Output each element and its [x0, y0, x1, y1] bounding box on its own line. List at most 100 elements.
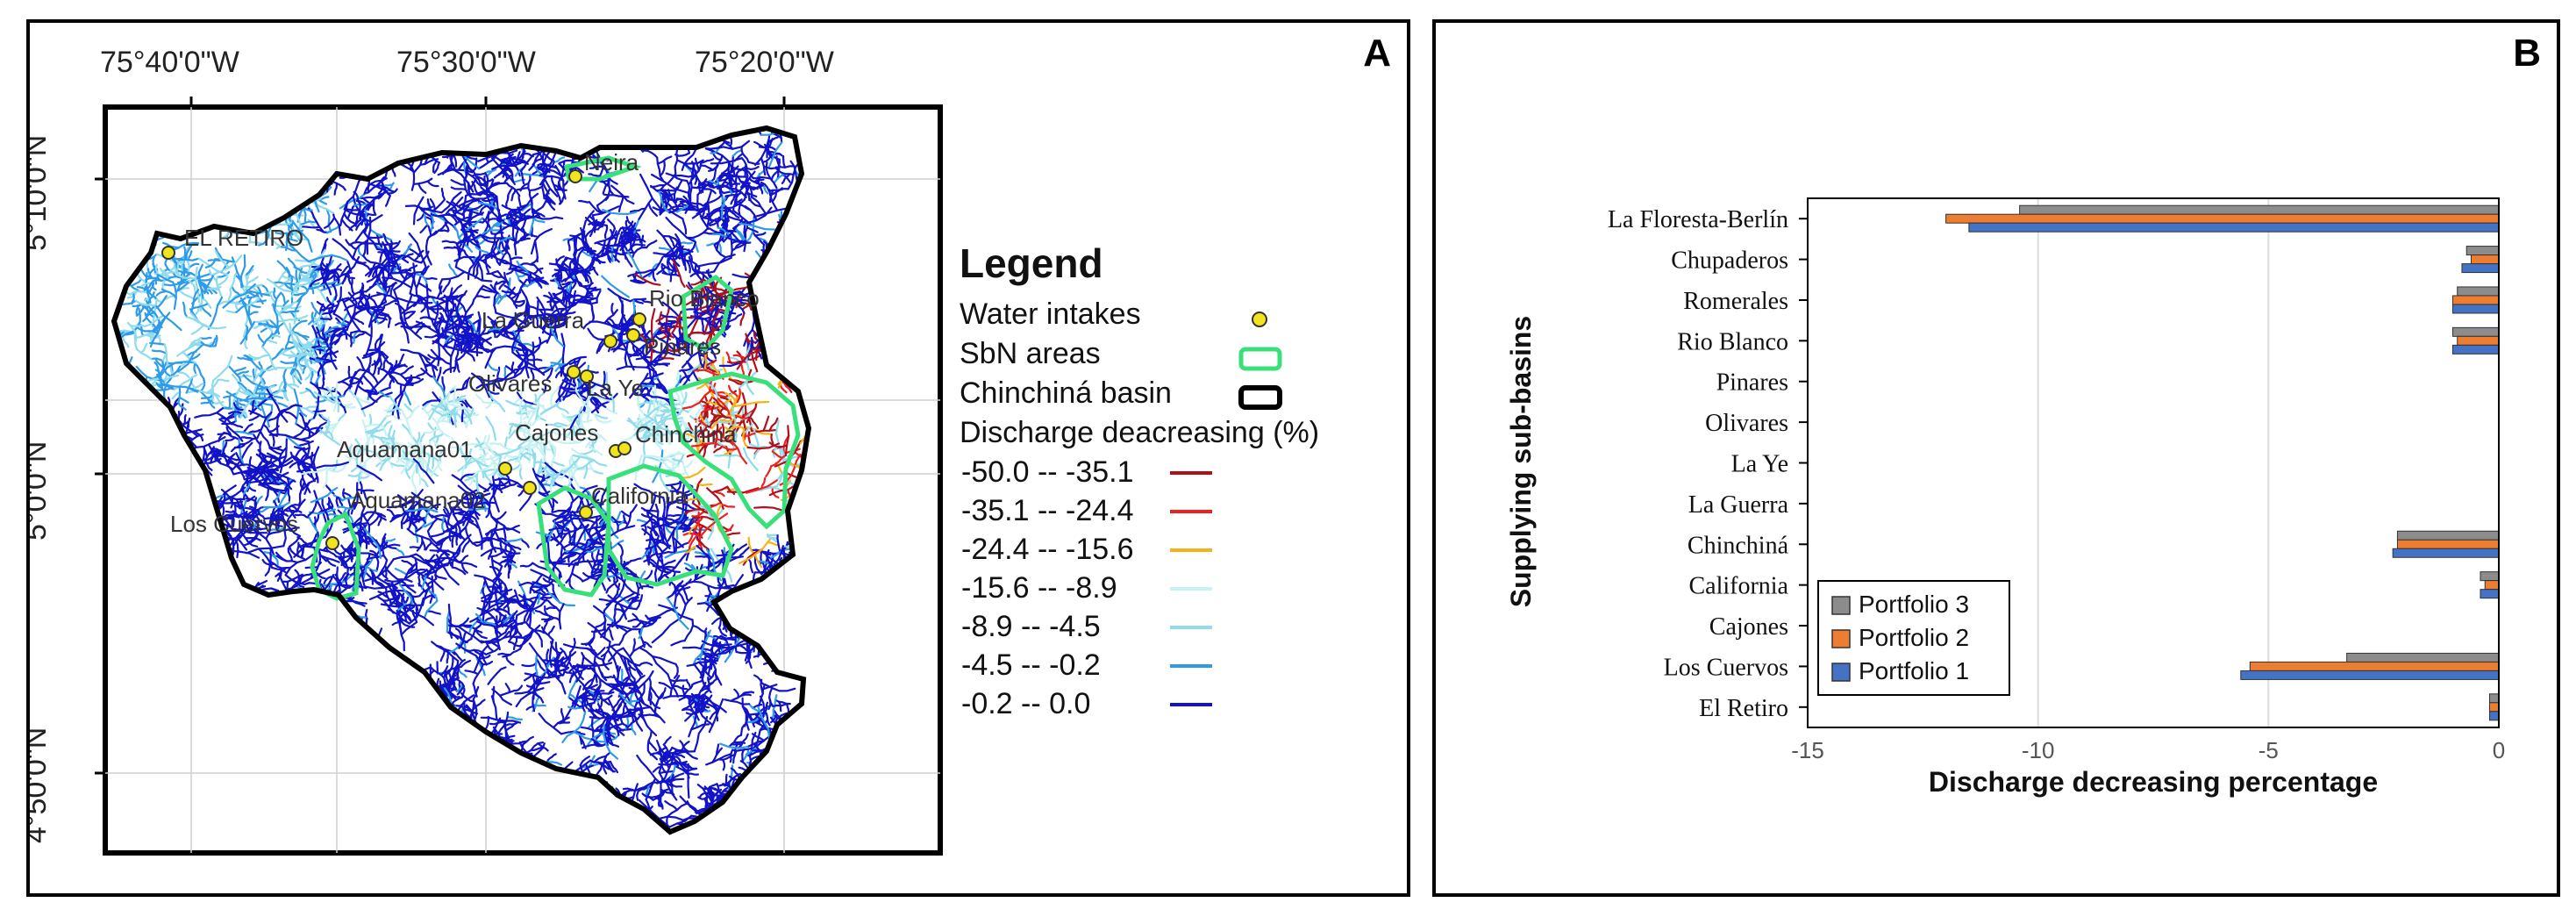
lon-label-2: 75°30'0"W	[396, 46, 536, 79]
river-segment	[200, 861, 212, 864]
river-segment	[329, 330, 336, 346]
river-segment	[172, 241, 200, 251]
river-segment	[350, 465, 365, 473]
river-segment	[295, 422, 316, 435]
river-segment	[323, 576, 335, 585]
river-segment	[245, 323, 249, 341]
river-segment	[244, 283, 256, 292]
river-segment	[246, 428, 260, 435]
river-segment	[399, 584, 415, 587]
river-segment	[415, 94, 426, 98]
river-segment	[349, 332, 353, 347]
river-segment	[347, 501, 359, 516]
river-segment	[310, 263, 323, 276]
river-segment	[345, 239, 358, 250]
river-segment	[178, 403, 184, 417]
river-segment	[340, 380, 353, 388]
river-segment	[262, 501, 291, 509]
river-segment	[238, 438, 246, 467]
river-segment	[260, 464, 276, 469]
river-segment	[313, 316, 320, 329]
river-segment	[323, 279, 332, 296]
river-segment	[343, 405, 356, 410]
river-segment	[250, 505, 266, 518]
river-segment	[189, 312, 227, 330]
river-segment	[345, 572, 349, 589]
river-segment	[244, 470, 260, 475]
river-segment	[353, 203, 371, 206]
river-segment	[294, 513, 310, 519]
river-segment	[289, 460, 302, 469]
river-segment	[258, 476, 280, 486]
river-segment	[275, 401, 289, 408]
river-segment	[395, 547, 405, 556]
river-segment	[314, 358, 326, 363]
river-segment	[359, 474, 371, 479]
river-segment	[282, 275, 294, 282]
river-segment	[68, 398, 83, 400]
river-segment	[389, 240, 401, 252]
river-segment	[339, 265, 349, 277]
river-segment	[352, 256, 367, 264]
river-segment	[297, 492, 302, 506]
river-segment	[332, 576, 351, 589]
river-segment	[379, 448, 397, 471]
river-segment	[259, 430, 271, 448]
river-segment	[305, 387, 319, 400]
river-segment	[317, 319, 324, 332]
river-segment	[242, 423, 253, 433]
river-segment	[359, 369, 380, 385]
river-segment	[154, 358, 165, 369]
river-segment	[291, 220, 313, 253]
river-segment	[285, 576, 303, 591]
river-segment	[392, 553, 417, 561]
river-segment	[396, 243, 412, 262]
river-segment	[269, 347, 284, 362]
river-segment	[382, 186, 395, 193]
river-segment	[212, 254, 243, 276]
river-segment	[307, 426, 323, 432]
river-segment	[399, 383, 403, 396]
river-segment	[417, 282, 432, 292]
river-segment	[401, 559, 414, 568]
river-segment	[256, 580, 268, 587]
river-segment	[324, 216, 336, 229]
river-segment	[381, 533, 389, 562]
river-segment	[388, 489, 424, 509]
river-segment	[381, 438, 391, 450]
river-segment	[175, 271, 196, 281]
river-segment	[281, 503, 300, 514]
river-segment	[216, 276, 229, 287]
river-segment	[407, 378, 425, 384]
river-segment	[211, 379, 215, 401]
river-segment	[348, 370, 357, 391]
river-segment	[383, 299, 398, 306]
river-segment	[135, 332, 154, 339]
river-segment	[339, 555, 346, 569]
river-segment	[311, 346, 326, 352]
river-segment	[299, 480, 306, 495]
river-segment	[337, 328, 348, 338]
river-segment	[188, 262, 200, 269]
river-segment	[332, 459, 339, 473]
river-segment	[324, 238, 329, 251]
river-segment	[135, 347, 153, 361]
river-segment	[288, 305, 302, 310]
river-segment	[392, 253, 400, 269]
river-segment	[224, 514, 240, 520]
river-segment	[272, 488, 281, 504]
river-segment	[363, 527, 382, 560]
river-segment	[367, 356, 372, 374]
river-segment	[265, 326, 274, 335]
river-segment	[344, 566, 367, 569]
river-segment	[384, 564, 388, 577]
river-segment	[220, 488, 240, 509]
river-segment	[347, 513, 354, 525]
river-segment	[358, 297, 374, 317]
river-segment	[239, 320, 255, 345]
river-segment	[397, 580, 412, 598]
river-segment	[304, 405, 320, 410]
river-segment	[413, 272, 428, 287]
river-segment	[151, 349, 168, 355]
river-segment	[276, 567, 283, 582]
